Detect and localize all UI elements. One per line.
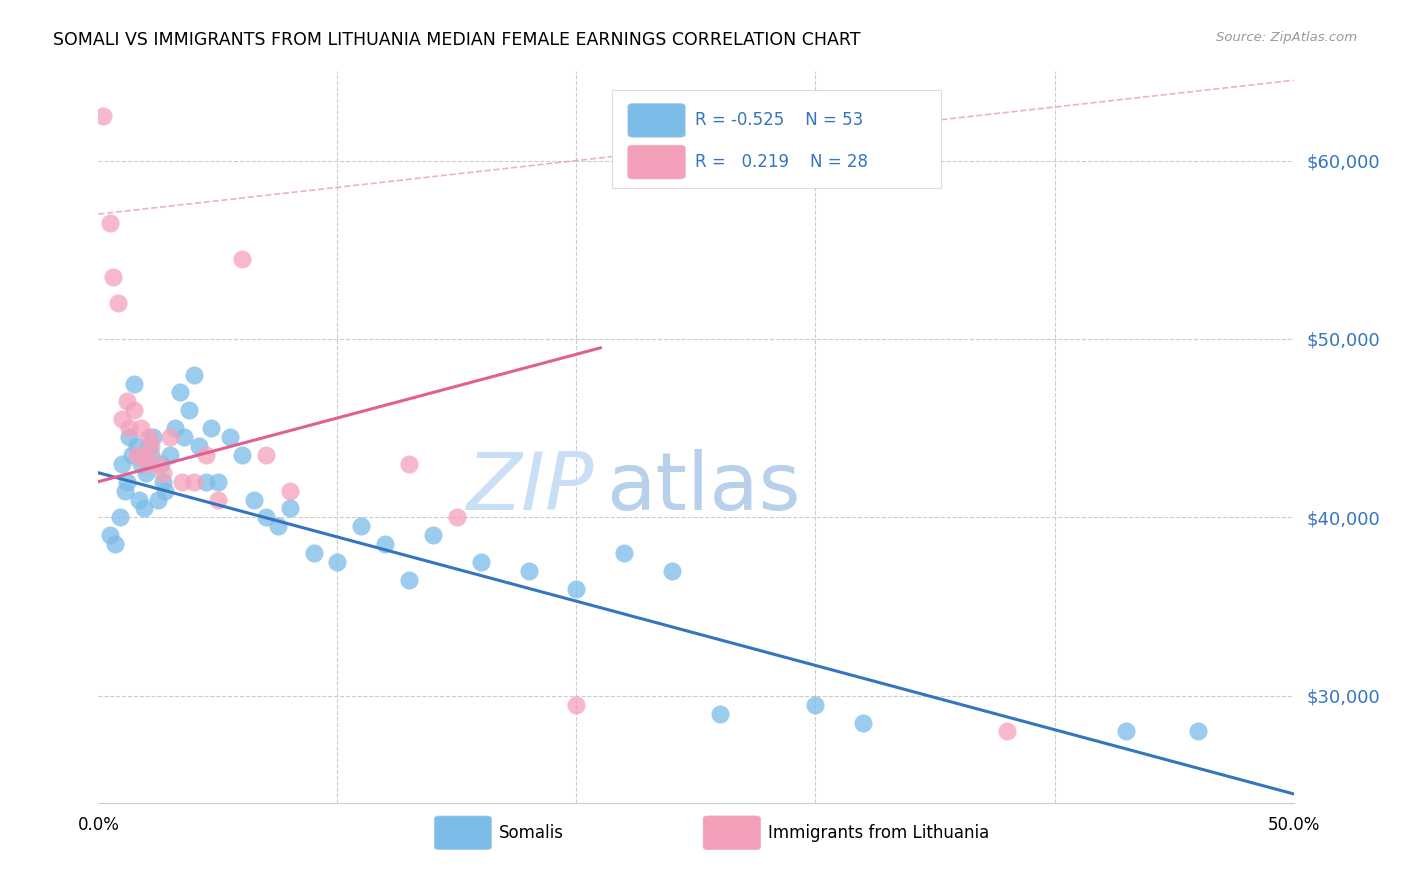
Point bbox=[470, 555, 492, 569]
Point bbox=[852, 715, 875, 730]
Point bbox=[804, 698, 827, 712]
Point bbox=[124, 376, 146, 391]
Point bbox=[326, 555, 349, 569]
Point bbox=[118, 421, 141, 435]
Point bbox=[124, 403, 146, 417]
Point bbox=[267, 519, 290, 533]
Point bbox=[128, 492, 150, 507]
Point bbox=[111, 457, 134, 471]
Point bbox=[254, 510, 277, 524]
Point bbox=[135, 466, 157, 480]
Point bbox=[231, 448, 253, 462]
Point bbox=[565, 582, 588, 596]
FancyBboxPatch shape bbox=[628, 145, 685, 179]
Point bbox=[149, 457, 172, 471]
Point bbox=[101, 269, 124, 284]
Point bbox=[138, 430, 160, 444]
Point bbox=[155, 483, 177, 498]
Point bbox=[187, 439, 209, 453]
Point bbox=[374, 537, 396, 551]
Point bbox=[114, 483, 136, 498]
Point bbox=[107, 296, 129, 310]
Point bbox=[139, 439, 162, 453]
Point bbox=[159, 448, 181, 462]
Point bbox=[183, 368, 205, 382]
Point bbox=[142, 430, 165, 444]
Point bbox=[135, 457, 157, 471]
Point bbox=[159, 430, 181, 444]
Point bbox=[98, 216, 122, 230]
FancyBboxPatch shape bbox=[613, 90, 941, 188]
Point bbox=[98, 528, 122, 542]
Point bbox=[132, 448, 155, 462]
Point bbox=[152, 475, 174, 489]
Point bbox=[302, 546, 325, 560]
Text: Source: ZipAtlas.com: Source: ZipAtlas.com bbox=[1216, 31, 1357, 45]
Point bbox=[254, 448, 277, 462]
Point bbox=[183, 475, 205, 489]
Point bbox=[231, 252, 253, 266]
Point bbox=[173, 430, 195, 444]
Point bbox=[125, 448, 148, 462]
Point bbox=[172, 475, 194, 489]
FancyBboxPatch shape bbox=[434, 816, 492, 849]
Text: ZIP: ZIP bbox=[467, 450, 595, 527]
Point bbox=[195, 448, 218, 462]
Point bbox=[115, 394, 138, 409]
Point bbox=[207, 492, 229, 507]
Point bbox=[278, 501, 301, 516]
Point bbox=[169, 385, 191, 400]
Point bbox=[152, 466, 174, 480]
Point bbox=[398, 457, 420, 471]
Point bbox=[125, 439, 148, 453]
Point bbox=[148, 492, 170, 507]
Point bbox=[115, 475, 138, 489]
Point bbox=[118, 430, 141, 444]
Point bbox=[111, 412, 134, 426]
Point bbox=[179, 403, 201, 417]
Point bbox=[565, 698, 588, 712]
Text: SOMALI VS IMMIGRANTS FROM LITHUANIA MEDIAN FEMALE EARNINGS CORRELATION CHART: SOMALI VS IMMIGRANTS FROM LITHUANIA MEDI… bbox=[53, 31, 860, 49]
Point bbox=[108, 510, 131, 524]
FancyBboxPatch shape bbox=[628, 103, 685, 137]
Text: Somalis: Somalis bbox=[499, 824, 564, 842]
Point bbox=[517, 564, 540, 578]
Point bbox=[1115, 724, 1137, 739]
Point bbox=[613, 546, 636, 560]
Point bbox=[91, 109, 114, 123]
FancyBboxPatch shape bbox=[703, 816, 761, 849]
Point bbox=[709, 706, 731, 721]
Point bbox=[350, 519, 373, 533]
Point bbox=[278, 483, 301, 498]
Text: R =   0.219    N = 28: R = 0.219 N = 28 bbox=[695, 153, 868, 171]
Point bbox=[148, 457, 170, 471]
Point bbox=[131, 457, 153, 471]
Point bbox=[398, 573, 420, 587]
Point bbox=[661, 564, 683, 578]
Point bbox=[104, 537, 127, 551]
Point bbox=[219, 430, 242, 444]
Point bbox=[163, 421, 186, 435]
Point bbox=[243, 492, 266, 507]
Point bbox=[207, 475, 229, 489]
Point bbox=[195, 475, 218, 489]
Point bbox=[131, 421, 153, 435]
Text: Immigrants from Lithuania: Immigrants from Lithuania bbox=[768, 824, 988, 842]
Point bbox=[422, 528, 444, 542]
Point bbox=[139, 448, 162, 462]
Point bbox=[1187, 724, 1209, 739]
Text: atlas: atlas bbox=[606, 450, 800, 527]
Point bbox=[138, 439, 160, 453]
Point bbox=[995, 724, 1018, 739]
Point bbox=[200, 421, 222, 435]
Point bbox=[132, 501, 155, 516]
Text: R = -0.525    N = 53: R = -0.525 N = 53 bbox=[695, 112, 863, 129]
Point bbox=[446, 510, 468, 524]
Point bbox=[121, 448, 143, 462]
